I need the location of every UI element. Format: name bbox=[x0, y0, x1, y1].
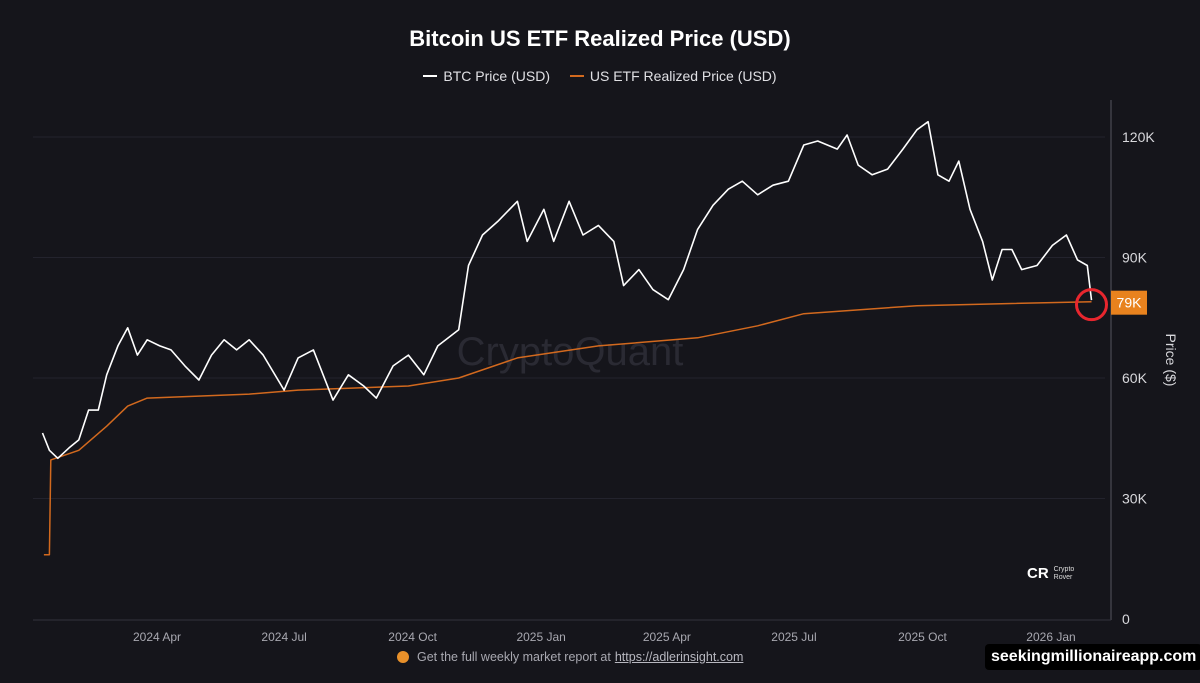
x-tick-label: 2025 Apr bbox=[643, 630, 691, 644]
highlight-circle bbox=[1075, 288, 1109, 322]
legend-item-etf[interactable]: US ETF Realized Price (USD) bbox=[569, 68, 777, 84]
x-tick-label: 2024 Jul bbox=[261, 630, 306, 644]
x-tick-label: 2025 Jul bbox=[771, 630, 816, 644]
logo-mark: CR bbox=[1027, 565, 1049, 582]
series-line-etf-realized-price bbox=[43, 300, 1092, 556]
legend-swatch bbox=[569, 75, 584, 77]
logo-text: Rover bbox=[1053, 574, 1073, 581]
site-watermark: seekingmillionaireapp.com bbox=[985, 644, 1200, 670]
footer-link[interactable]: https://adlerinsight.com bbox=[614, 650, 744, 664]
x-tick-label: 2025 Oct bbox=[898, 630, 947, 644]
y-tick-label: 30K bbox=[1122, 491, 1148, 507]
series-line-btc-price bbox=[41, 120, 1093, 460]
y-tick-label: 60K bbox=[1122, 370, 1148, 386]
footer: Get the full weekly market report at http… bbox=[397, 650, 743, 664]
y-axis-label: Price ($) bbox=[1163, 334, 1179, 387]
logo-text: Crypto bbox=[1053, 566, 1075, 573]
crypto-rover-logo: CR Crypto Rover bbox=[1027, 566, 1074, 582]
footer-text: Get the full weekly market report at bbox=[417, 650, 611, 664]
watermark: CryptoQuant bbox=[457, 330, 684, 374]
legend-label: BTC Price (USD) bbox=[443, 68, 550, 84]
legend: BTC Price (USD) US ETF Realized Price (U… bbox=[0, 64, 1200, 84]
x-tick-label: 2024 Oct bbox=[388, 630, 437, 644]
x-tick-label: 2024 Apr bbox=[133, 630, 181, 644]
legend-label: US ETF Realized Price (USD) bbox=[589, 68, 777, 84]
y-tick-label: 120K bbox=[1122, 129, 1155, 145]
y-tick-label: 0 bbox=[1122, 611, 1130, 627]
legend-item-btc[interactable]: BTC Price (USD) bbox=[423, 68, 550, 84]
orange-circle-icon bbox=[397, 651, 409, 663]
x-tick-label: 2026 Jan bbox=[1026, 630, 1075, 644]
value-badge-label: 79K bbox=[1117, 295, 1143, 311]
value-badge bbox=[1111, 290, 1147, 315]
chart-title: Bitcoin US ETF Realized Price (USD) bbox=[409, 26, 791, 51]
legend-swatch bbox=[423, 75, 438, 77]
x-tick-label: 2025 Jan bbox=[516, 630, 565, 644]
y-tick-label: 90K bbox=[1122, 250, 1148, 266]
